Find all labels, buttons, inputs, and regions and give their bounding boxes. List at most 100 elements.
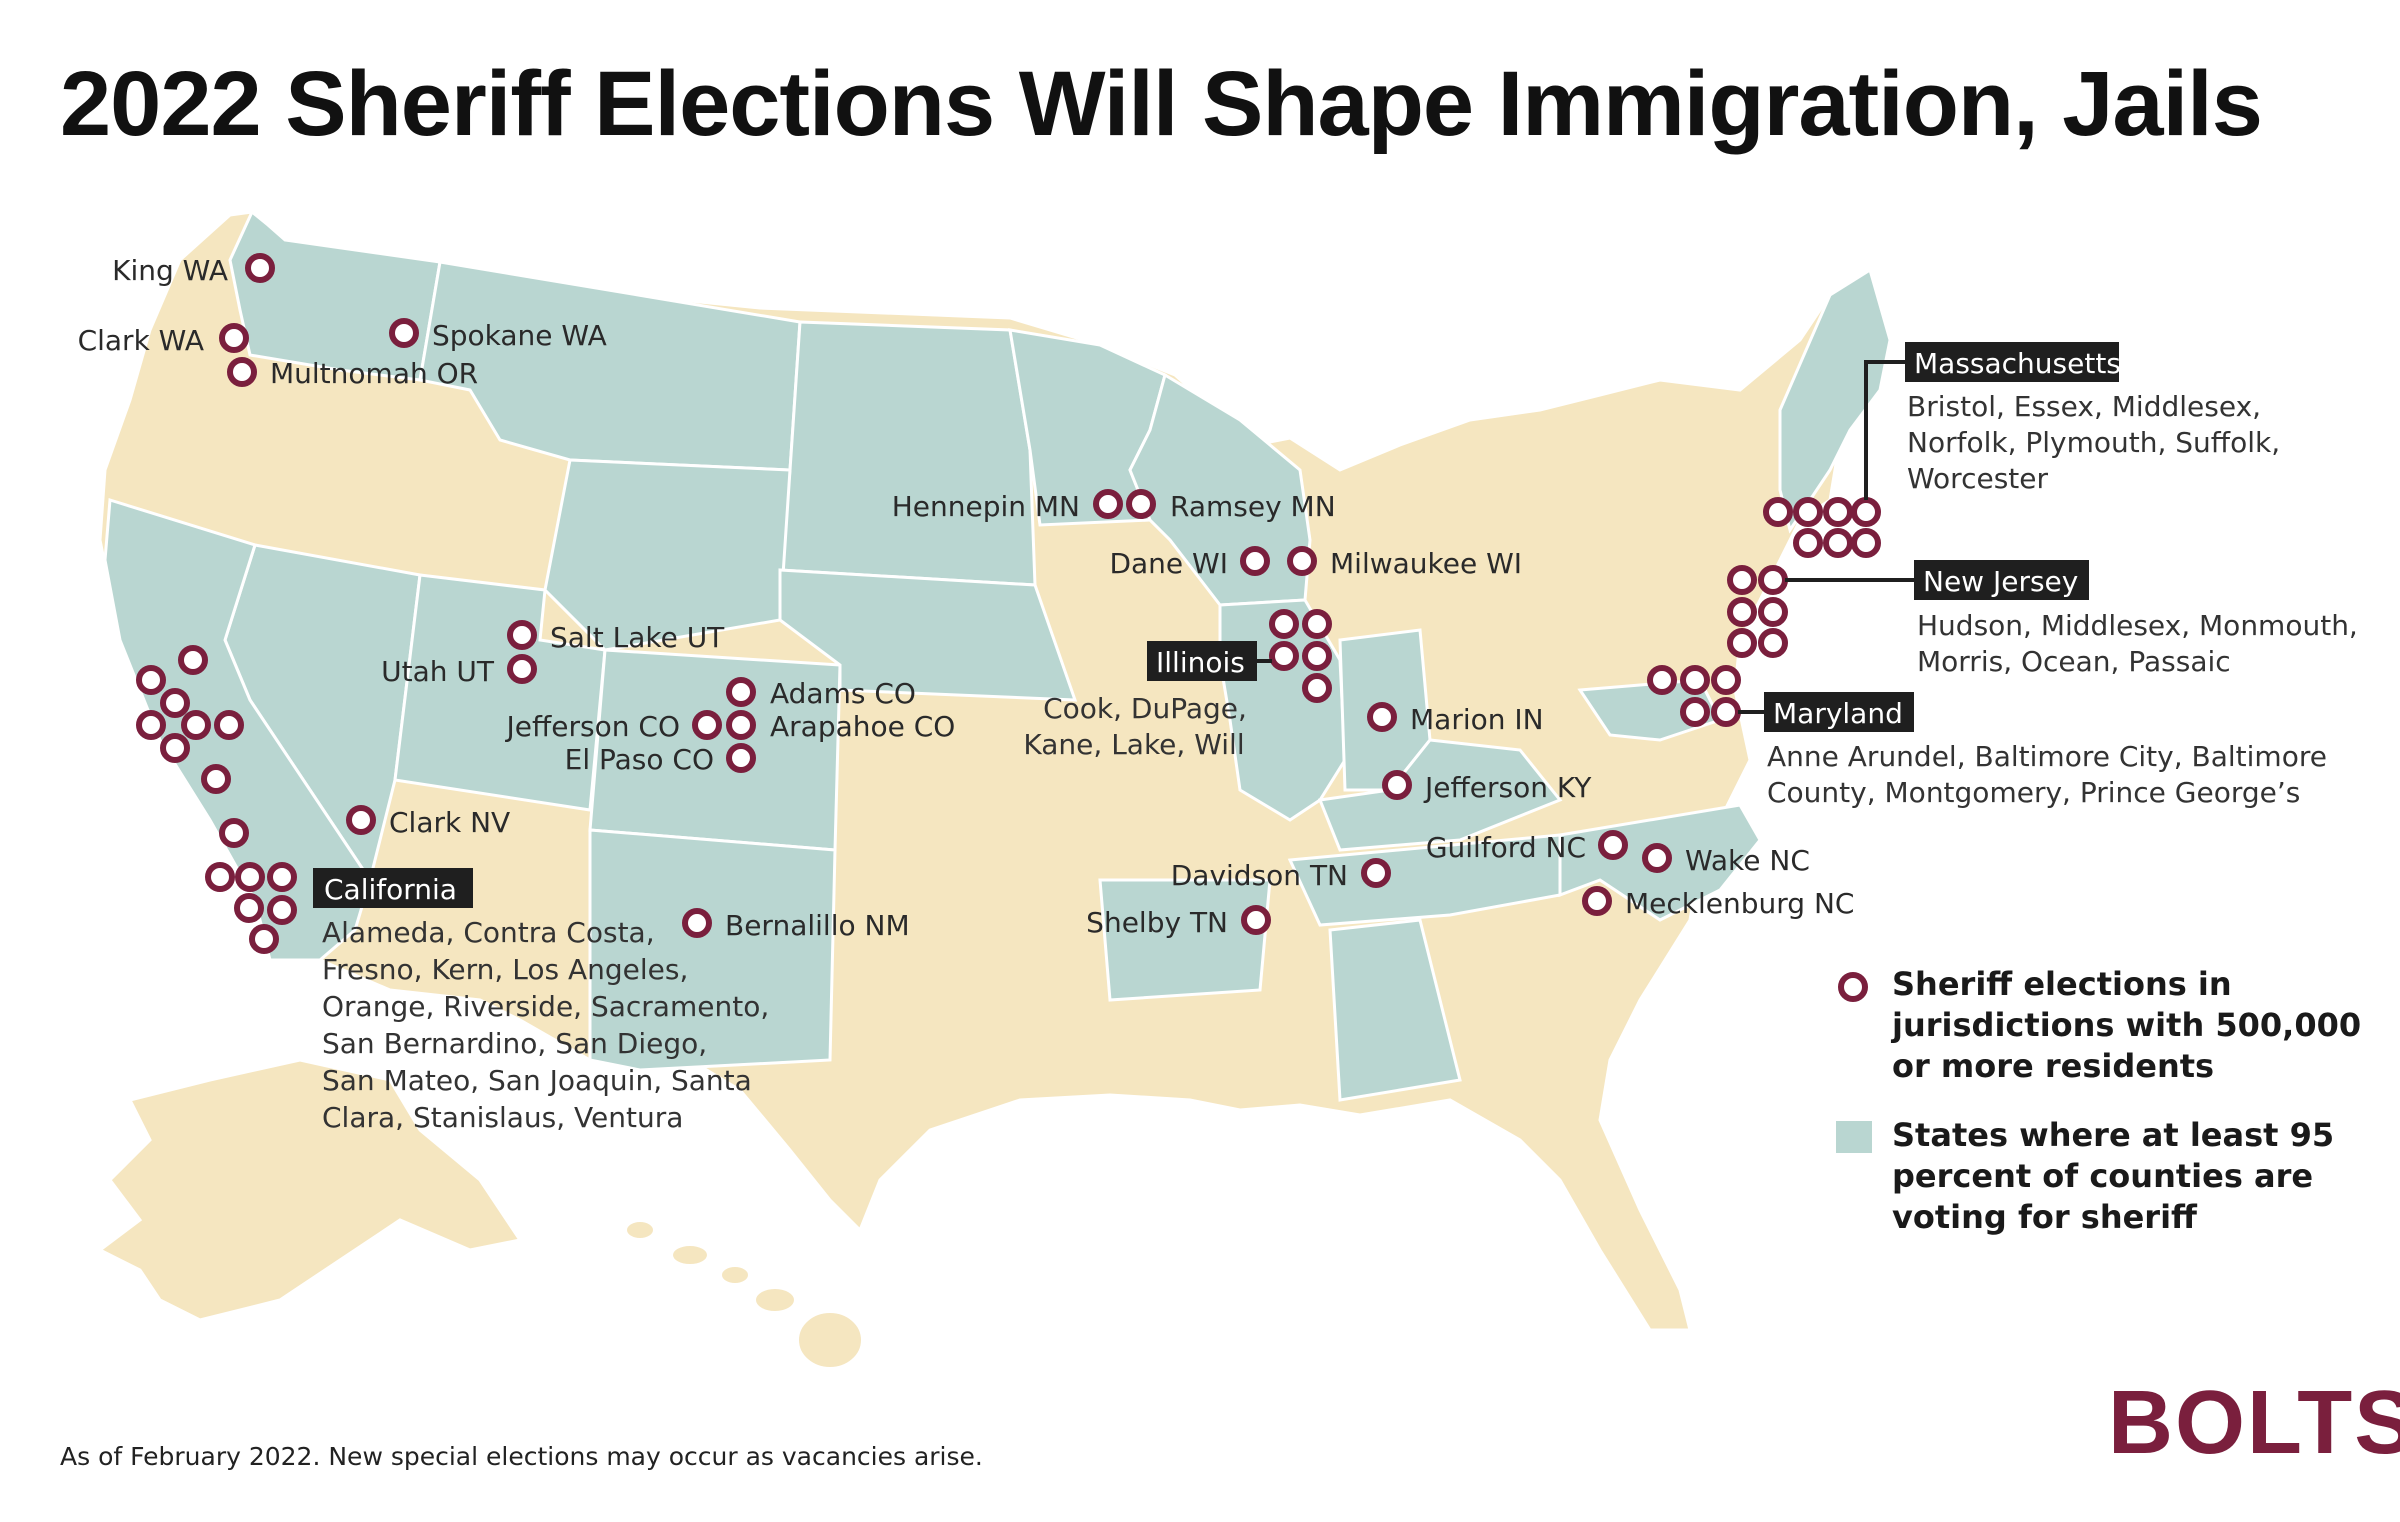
state-new-mexico [588,828,837,1072]
marker-arapahoe-co [726,710,756,740]
new-jersey-counties-line-1: Hudson, Middlesex, Monmouth, [1917,609,2358,642]
map-title: 2022 Sheriff Elections Will Shape Immigr… [60,53,2263,155]
california-counties-line-4: San Bernardino, San Diego, [322,1027,707,1060]
label-marion-in: Marion IN [1410,703,1544,736]
california-counties-line-1: Alameda, Contra Costa, [322,916,655,949]
new-jersey-counties-line-2: Morris, Ocean, Passaic [1917,645,2231,678]
label-spokane-wa: Spokane WA [432,319,607,352]
legend-marker-line-3: or more residents [1892,1047,2214,1085]
label-adams-co: Adams CO [770,677,916,710]
state-alabama [1328,918,1462,1102]
label-ramsey-mn: Ramsey MN [1170,490,1336,523]
label-arapahoe-co: Arapahoe CO [770,710,955,743]
marker-mecklenburg-nc [1582,886,1612,916]
label-milwaukee-wi: Milwaukee WI [1330,547,1522,580]
legend-state-line-3: voting for sheriff [1892,1198,2198,1236]
marker-bernalillo-nm [682,908,712,938]
california-group: California Alameda, Contra Costa, Fresno… [313,868,769,1134]
marker-milwaukee-wi [1287,546,1317,576]
label-dane-wi: Dane WI [1109,547,1228,580]
label-mecklenburg-nc: Mecklenburg NC [1625,887,1854,920]
label-bernalillo-nm: Bernalillo NM [725,909,910,942]
california-tag: California [324,873,457,906]
massachusetts-counties-line-2: Norfolk, Plymouth, Suffolk, [1907,426,2280,459]
state-nebraska [778,568,1078,702]
marker-clark-nv [346,805,376,835]
label-wake-nc: Wake NC [1685,844,1810,877]
state-arkansas [1098,878,1272,1002]
maryland-counties-line-2: County, Montgomery, Prince George’s [1767,776,2300,809]
state-wyoming [543,458,792,652]
state-dakotas [778,320,1037,587]
label-salt-lake-ut: Salt Lake UT [550,621,725,654]
new-jersey-group: New Jersey Hudson, Middlesex, Monmouth, … [1785,560,2358,678]
legend: Sheriff elections in jurisdictions with … [1836,965,2361,1236]
california-counties-line-6: Clara, Stanislaus, Ventura [322,1101,683,1134]
label-jefferson-co: Jefferson CO [505,710,680,743]
legend-marker-line-2: jurisdictions with 500,000 [1890,1006,2361,1044]
california-counties-line-5: San Mateo, San Joaquin, Santa [322,1064,752,1097]
marker-salt-lake-ut [507,620,537,650]
massachusetts-tag: Massachusetts [1914,347,2121,380]
legend-state-swatch [1836,1121,1872,1153]
legend-marker-icon [1838,972,1868,1002]
massachusetts-tag-bg [1905,342,2119,382]
massachusetts-marker-cluster [1763,497,1881,558]
state-alaska [97,1058,523,1322]
label-utah-ut: Utah UT [381,655,495,688]
marker-dane-wi [1240,546,1270,576]
marker-guilford-nc [1598,830,1628,860]
marker-shelby-tn [1241,905,1271,935]
marker-spokane-wa [389,318,419,348]
label-clark-wa: Clark WA [78,324,204,357]
footnote: As of February 2022. New special electio… [60,1442,983,1471]
label-guilford-nc: Guilford NC [1426,831,1586,864]
marker-davidson-tn [1361,858,1391,888]
label-davidson-tn: Davidson TN [1171,859,1348,892]
marker-wake-nc [1642,843,1672,873]
state-washington [228,209,442,382]
state-new-england [1778,267,1892,534]
maryland-marker-cluster [1647,665,1741,727]
jurisdiction-labels: King WA Clark WA Multnomah OR Spokane WA… [78,254,1855,942]
state-hawaii [625,1220,863,1369]
legend-marker-line-1: Sheriff elections in [1892,965,2232,1003]
maryland-tag-bg [1764,692,1914,732]
marker-marion-in [1367,702,1397,732]
marker-king-wa [245,253,275,283]
label-jefferson-ky: Jefferson KY [1423,771,1592,804]
marker-multnomah-or [227,357,257,387]
bolts-logo: BOLTS [2108,1373,2400,1473]
marker-el-paso-co [726,743,756,773]
new-jersey-tag: New Jersey [1923,565,2078,598]
marker-adams-co [726,677,756,707]
marker-utah-ut [507,654,537,684]
california-tag-bg [313,868,473,908]
illinois-group: Illinois Cook, DuPage, Kane, Lake, Will [1023,641,1272,761]
maryland-group: Maryland Anne Arundel, Baltimore City, B… [1738,692,2327,809]
marker-clark-wa [219,323,249,353]
illinois-tag-bg [1147,641,1257,681]
california-marker-cluster [136,645,297,954]
illinois-tag: Illinois [1156,646,1245,679]
label-king-wa: King WA [112,254,228,287]
california-counties-line-3: Orange, Riverside, Sacramento, [322,990,769,1023]
marker-ramsey-mn [1126,489,1156,519]
illinois-counties-line-1: Cook, DuPage, [1043,692,1247,725]
maryland-counties-line-1: Anne Arundel, Baltimore City, Baltimore [1767,740,2327,773]
illinois-marker-cluster [1269,609,1332,703]
legend-state-line-2: percent of counties are [1892,1157,2313,1195]
label-multnomah-or: Multnomah OR [270,357,478,390]
jurisdiction-markers [136,253,1881,954]
massachusetts-counties-line-1: Bristol, Essex, Middlesex, [1907,390,2261,423]
california-counties-line-2: Fresno, Kern, Los Angeles, [322,953,688,986]
marker-jefferson-ky [1382,770,1412,800]
label-hennepin-mn: Hennepin MN [892,490,1080,523]
maryland-tag: Maryland [1773,697,1903,730]
state-maryland [1577,678,1723,742]
new-jersey-tag-bg [1914,560,2089,600]
illinois-counties-line-2: Kane, Lake, Will [1023,728,1244,761]
label-el-paso-co: El Paso CO [565,743,714,776]
legend-state-line-1: States where at least 95 [1892,1116,2334,1154]
